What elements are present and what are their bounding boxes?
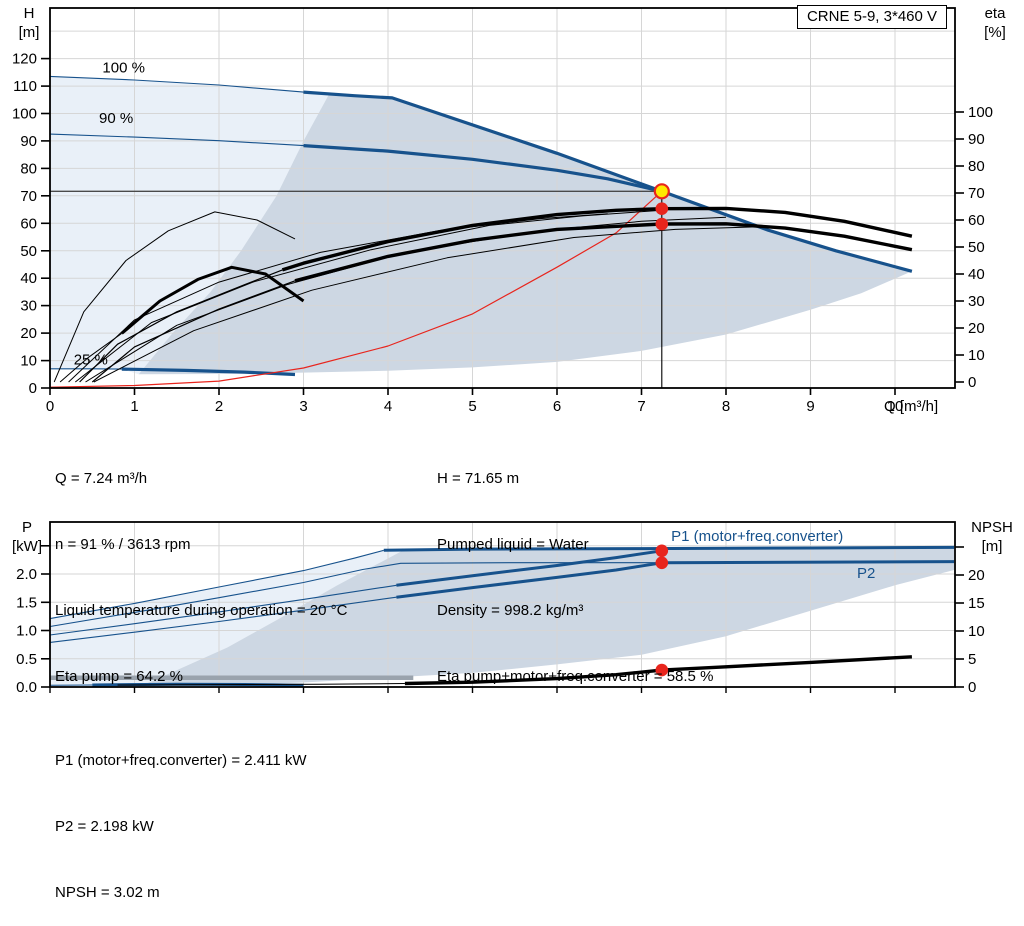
h-axis-label-line1: H bbox=[24, 5, 35, 22]
info-line-p2: P2 = 2.198 kW bbox=[55, 816, 307, 838]
eta-pump-dot bbox=[656, 202, 669, 215]
eta-axis-label-line2: [%] bbox=[984, 24, 1006, 41]
info-line-q: Q = 7.24 m³/h bbox=[55, 468, 347, 490]
y-left-tick-label: 100 bbox=[12, 106, 37, 123]
duty-info-left: Q = 7.24 m³/h n = 91 % / 3613 rpm Liquid… bbox=[55, 424, 347, 710]
x-axis-tick-label: 5 bbox=[468, 398, 476, 415]
y-right-tick-label: 10 bbox=[968, 623, 985, 640]
y-left-tick-label: 30 bbox=[20, 298, 37, 315]
y-right-tick-label: 5 bbox=[968, 651, 976, 668]
y-right-tick-label: 90 bbox=[968, 131, 985, 148]
h-axis-label: H [m] bbox=[8, 4, 50, 42]
y-left-tick-label: 1.5 bbox=[16, 594, 37, 611]
y-left-tick-label: 40 bbox=[20, 270, 37, 287]
y-right-tick-label: 0 bbox=[968, 374, 976, 391]
x-axis-tick-label: 3 bbox=[299, 398, 307, 415]
y-left-tick-label: 2.0 bbox=[16, 566, 37, 583]
x-axis-tick-label: 1 bbox=[130, 398, 138, 415]
x-axis-tick-label: 9 bbox=[806, 398, 814, 415]
eta-total-dot bbox=[656, 218, 669, 231]
info-line-liquid-temp: Liquid temperature during operation = 20… bbox=[55, 600, 347, 622]
y-right-tick-label: 20 bbox=[968, 567, 985, 584]
x-axis-tick-label: 8 bbox=[722, 398, 730, 415]
y-left-tick-label: 90 bbox=[20, 133, 37, 150]
y-left-tick-label: 10 bbox=[20, 353, 37, 370]
q-axis-unit-label: Q [m³/h] bbox=[884, 398, 938, 415]
p2-curve-label: P2 bbox=[857, 565, 875, 582]
x-axis-tick-label: 6 bbox=[553, 398, 561, 415]
info-line-eta-total: Eta pump+motor+freq.converter = 58.5 % bbox=[437, 666, 713, 688]
y-right-tick-label: 50 bbox=[968, 239, 985, 256]
y-right-tick-label: 60 bbox=[968, 212, 985, 229]
y-left-tick-label: 120 bbox=[12, 51, 37, 68]
y-left-tick-label: 0.0 bbox=[16, 679, 37, 696]
speed-25-label: 25 % bbox=[74, 352, 108, 369]
p-axis-label-line2: [kW] bbox=[12, 538, 42, 555]
y-right-tick-label: 10 bbox=[968, 347, 985, 364]
eta-axis-label-line1: eta bbox=[985, 5, 1006, 22]
x-axis-tick-label: 7 bbox=[637, 398, 645, 415]
info-line-p1: P1 (motor+freq.converter) = 2.411 kW bbox=[55, 750, 307, 772]
p-axis-label-line1: P bbox=[22, 519, 32, 536]
p-axis-label: P [kW] bbox=[4, 518, 50, 556]
eta-axis-label: eta [%] bbox=[972, 4, 1018, 42]
y-left-tick-label: 0 bbox=[29, 380, 37, 397]
y-left-tick-label: 60 bbox=[20, 215, 37, 232]
duty-info-right: H = 71.65 m Pumped liquid = Water Densit… bbox=[437, 424, 713, 710]
npsh-axis-label-line2: [m] bbox=[982, 538, 1003, 555]
y-left-tick-label: 1.0 bbox=[16, 623, 37, 640]
x-axis-tick-label: 4 bbox=[384, 398, 392, 415]
y-right-tick-label: 80 bbox=[968, 158, 985, 175]
y-right-tick-label: 40 bbox=[968, 266, 985, 283]
y-left-tick-label: 80 bbox=[20, 160, 37, 177]
pump-performance-panel: { "title_box": {"label": "CRNE 5-9, 3*46… bbox=[0, 0, 1024, 781]
y-right-tick-label: 100 bbox=[968, 104, 993, 121]
x-axis-tick-label: 2 bbox=[215, 398, 223, 415]
speed-100-label: 100 % bbox=[102, 59, 145, 76]
info-line-density: Density = 998.2 kg/m³ bbox=[437, 600, 713, 622]
h-axis-label-line2: [m] bbox=[19, 24, 40, 41]
y-right-tick-label: 70 bbox=[968, 185, 985, 202]
pump-type-box: CRNE 5-9, 3*460 V bbox=[797, 5, 947, 29]
y-left-tick-label: 20 bbox=[20, 325, 37, 342]
y-left-tick-label: 70 bbox=[20, 188, 37, 205]
y-right-tick-label: 20 bbox=[968, 320, 985, 337]
y-right-tick-label: 30 bbox=[968, 293, 985, 310]
npsh-axis-label: NPSH [m] bbox=[962, 518, 1022, 556]
info-line-pumped-liquid: Pumped liquid = Water bbox=[437, 534, 713, 556]
info-line-eta-pump: Eta pump = 64.2 % bbox=[55, 666, 347, 688]
y-left-tick-label: 50 bbox=[20, 243, 37, 260]
info-line-n: n = 91 % / 3613 rpm bbox=[55, 534, 347, 556]
operating-point-marker bbox=[655, 184, 669, 198]
y-left-tick-label: 110 bbox=[13, 78, 37, 95]
npsh-axis-label-line1: NPSH bbox=[971, 519, 1013, 536]
info-line-npsh: NPSH = 3.02 m bbox=[55, 882, 307, 904]
y-right-tick-label: 0 bbox=[968, 679, 976, 696]
power-info: P1 (motor+freq.converter) = 2.411 kW P2 … bbox=[55, 706, 307, 926]
y-left-tick-label: 0.5 bbox=[16, 651, 37, 668]
y-right-tick-label: 15 bbox=[968, 595, 985, 612]
speed-90-label: 90 % bbox=[99, 110, 133, 127]
info-line-h: H = 71.65 m bbox=[437, 468, 713, 490]
x-axis-tick-label: 0 bbox=[46, 398, 54, 415]
